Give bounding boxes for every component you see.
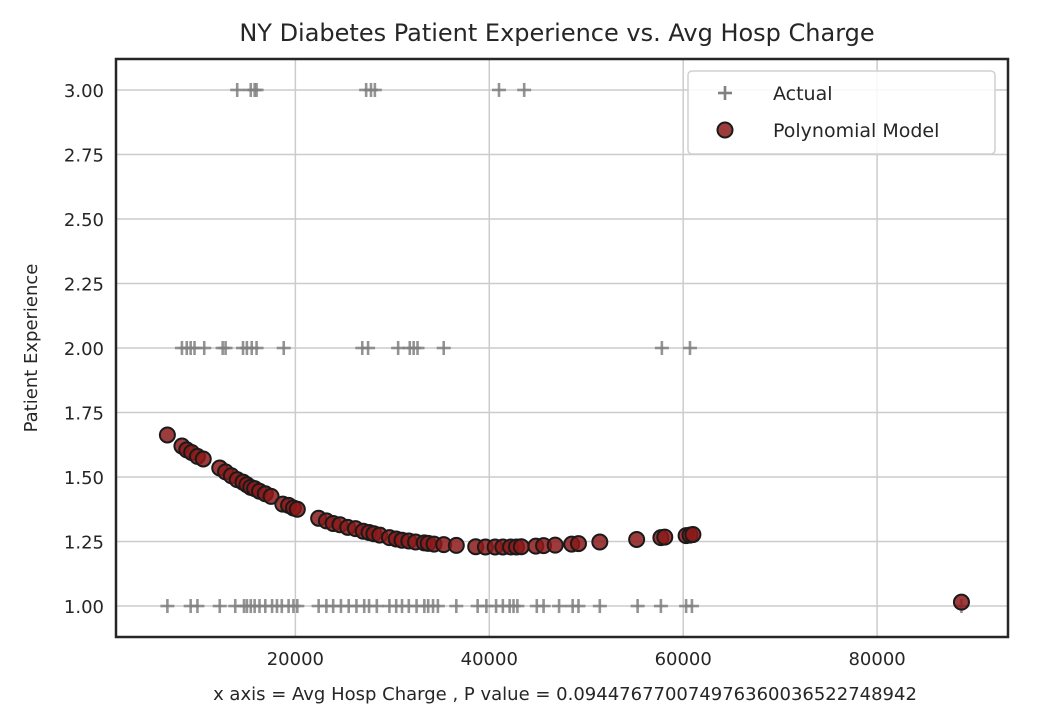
y-tick-label: 2.50 — [64, 210, 104, 231]
x-tick-label: 80000 — [848, 649, 905, 670]
actual-point — [197, 341, 212, 355]
actual-point — [654, 341, 669, 355]
model-point — [158, 426, 176, 444]
y-tick-label: 3.00 — [64, 81, 104, 102]
actual-point — [517, 82, 532, 97]
actual-point — [571, 599, 586, 614]
actual-point — [369, 599, 384, 614]
model-point — [546, 536, 564, 554]
y-tick-label: 2.00 — [64, 339, 104, 360]
model-point — [262, 487, 280, 505]
model-point — [447, 536, 465, 554]
actual-point — [536, 599, 551, 614]
actual-point — [653, 599, 668, 614]
actual-point — [249, 82, 264, 97]
x-axis-ticks: 20000 40000 60000 80000 — [267, 649, 906, 670]
actual-point — [592, 599, 607, 614]
x-tick-label: 20000 — [267, 649, 324, 670]
actual-point — [430, 599, 445, 614]
model-point — [656, 528, 674, 546]
actual-point — [190, 599, 205, 614]
y-axis-ticks: 1.00 1.25 1.50 1.75 2.00 2.25 2.50 2.75 3.00 — [64, 81, 104, 618]
actual-point — [276, 341, 291, 355]
y-tick-label: 1.25 — [64, 533, 104, 554]
model-point — [684, 526, 702, 544]
y-tick-label: 1.50 — [64, 468, 104, 489]
model-point — [952, 593, 970, 611]
plot-frame — [114, 57, 1010, 639]
actual-point — [684, 599, 699, 614]
x-tick-label: 40000 — [461, 649, 518, 670]
actual-point — [436, 341, 451, 355]
legend-actual-marker — [718, 86, 732, 100]
actual-point — [290, 599, 305, 614]
actual-point — [510, 599, 525, 614]
polynomial-model-series — [158, 426, 970, 611]
actual-point — [410, 341, 425, 355]
model-point — [194, 450, 212, 468]
actual-point — [218, 341, 233, 355]
model-point — [628, 530, 646, 548]
y-tick-label: 2.75 — [64, 145, 104, 166]
actual-point — [367, 82, 382, 97]
actual-point — [212, 599, 227, 614]
legend-model-label: Polynomial Model — [773, 120, 939, 142]
actual-series — [160, 82, 969, 614]
model-point — [591, 533, 609, 551]
y-tick-label: 2.25 — [64, 274, 104, 295]
actual-point — [630, 599, 645, 614]
model-point — [288, 500, 306, 518]
x-axis-title: x axis = Avg Hosp Charge , P value = 0.0… — [213, 684, 917, 705]
chart-title: NY Diabetes Patient Experience vs. Avg H… — [239, 19, 874, 47]
actual-point — [682, 341, 697, 355]
y-tick-label: 1.00 — [64, 597, 104, 618]
legend-model-marker — [716, 121, 734, 139]
model-point — [569, 535, 587, 553]
legend-box — [687, 70, 996, 155]
actual-point — [491, 82, 506, 97]
model-point — [512, 538, 530, 556]
actual-point — [449, 599, 464, 614]
legend-actual-label: Actual — [773, 83, 833, 105]
y-tick-label: 1.75 — [64, 404, 104, 425]
actual-point — [249, 341, 264, 355]
x-tick-label: 60000 — [655, 649, 712, 670]
legend: Actual Polynomial Model — [687, 70, 996, 155]
y-axis-title: Patient Experience — [21, 264, 42, 433]
actual-point — [230, 82, 245, 97]
actual-point — [552, 599, 567, 614]
actual-point — [160, 599, 175, 614]
actual-point — [361, 341, 376, 355]
